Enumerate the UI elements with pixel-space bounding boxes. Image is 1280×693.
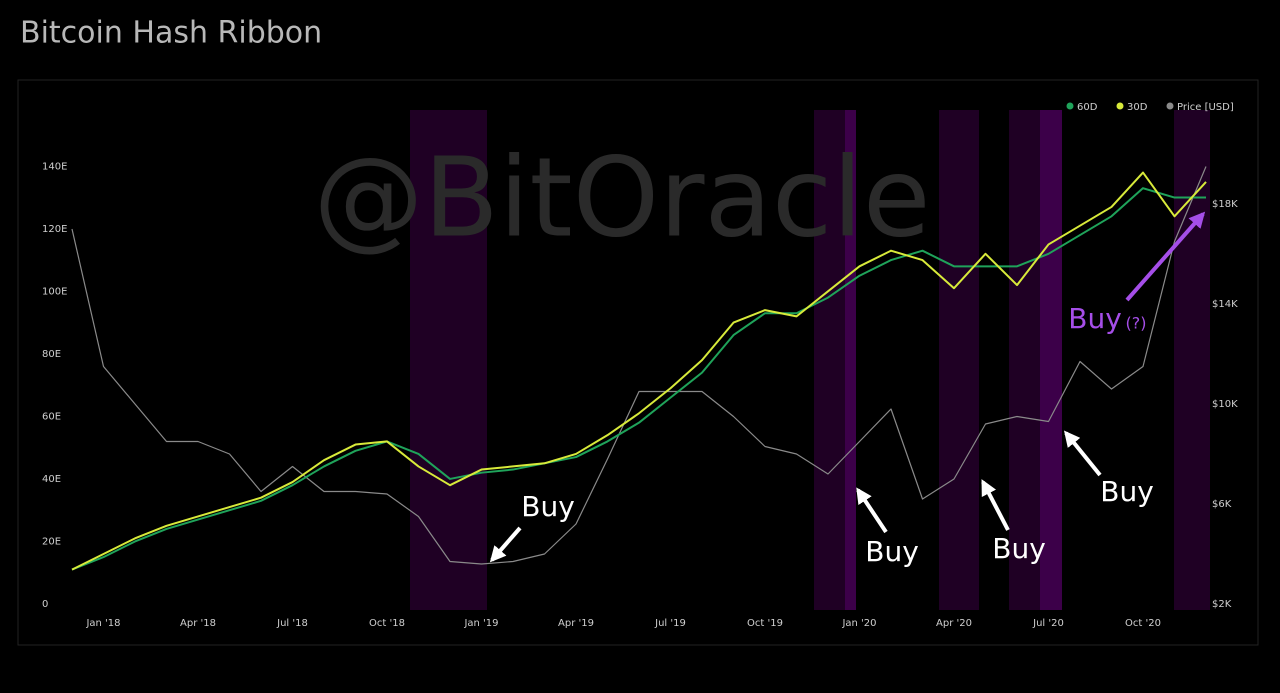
- plot-frame: [17, 79, 1259, 646]
- y2-tick-label: $14K: [1212, 299, 1238, 310]
- x-tick-label: Oct '20: [1125, 618, 1161, 629]
- x-tick-label: Jul '18: [276, 618, 308, 629]
- annotation: Buy: [992, 532, 1046, 565]
- annotation: (?): [1126, 314, 1147, 333]
- series-line: [71, 166, 1207, 565]
- legend-marker: [1066, 102, 1074, 110]
- x-tick-label: Jan '20: [841, 618, 876, 629]
- y-tick-label: 80E: [42, 349, 61, 360]
- annotation: Buy: [1068, 302, 1122, 335]
- y2-tick-label: $6K: [1212, 499, 1232, 510]
- legend-label: 60D: [1077, 102, 1098, 113]
- x-tick-label: Oct '18: [369, 618, 405, 629]
- x-tick-label: Oct '19: [747, 618, 783, 629]
- series-line: [71, 187, 1206, 571]
- y-tick-label: 0: [42, 599, 48, 610]
- watermark: @BitOracle: [313, 133, 930, 261]
- y-tick-label: 60E: [42, 411, 61, 422]
- y2-tick-label: $18K: [1212, 199, 1238, 210]
- legend: 60D 30D Price [USD]: [1066, 102, 1234, 113]
- y-tick-label: 100E: [42, 286, 67, 297]
- x-tick-label: Jul '19: [654, 618, 686, 629]
- series-line: [71, 171, 1207, 571]
- y2-tick-label: $2K: [1212, 599, 1232, 610]
- x-tick-label: Apr '20: [936, 618, 972, 629]
- annotations: Buy Buy Buy Buy Buy (?): [489, 211, 1206, 568]
- x-tick-label: Jul '20: [1032, 618, 1064, 629]
- annotation: Buy: [521, 490, 575, 523]
- legend-marker: [1166, 102, 1174, 110]
- y-tick-label: 20E: [42, 536, 61, 547]
- shaded-periods: [410, 110, 1210, 610]
- x-tick-label: Jan '18: [85, 618, 120, 629]
- x-tick-label: Jan '19: [463, 618, 498, 629]
- x-tick-label: Apr '18: [180, 618, 216, 629]
- x-tick-label: Apr '19: [558, 618, 594, 629]
- y-tick-label: 120E: [42, 224, 67, 235]
- annotation: Buy: [865, 535, 919, 568]
- legend-label: 30D: [1127, 102, 1148, 113]
- annotation: Buy: [1100, 475, 1154, 508]
- legend-marker: [1116, 102, 1124, 110]
- legend-label: Price [USD]: [1177, 102, 1234, 113]
- y-tick-label: 40E: [42, 474, 61, 485]
- y-tick-label: 140E: [42, 161, 67, 172]
- chart-title: Bitcoin Hash Ribbon: [20, 16, 322, 51]
- y2-tick-label: $10K: [1212, 399, 1238, 410]
